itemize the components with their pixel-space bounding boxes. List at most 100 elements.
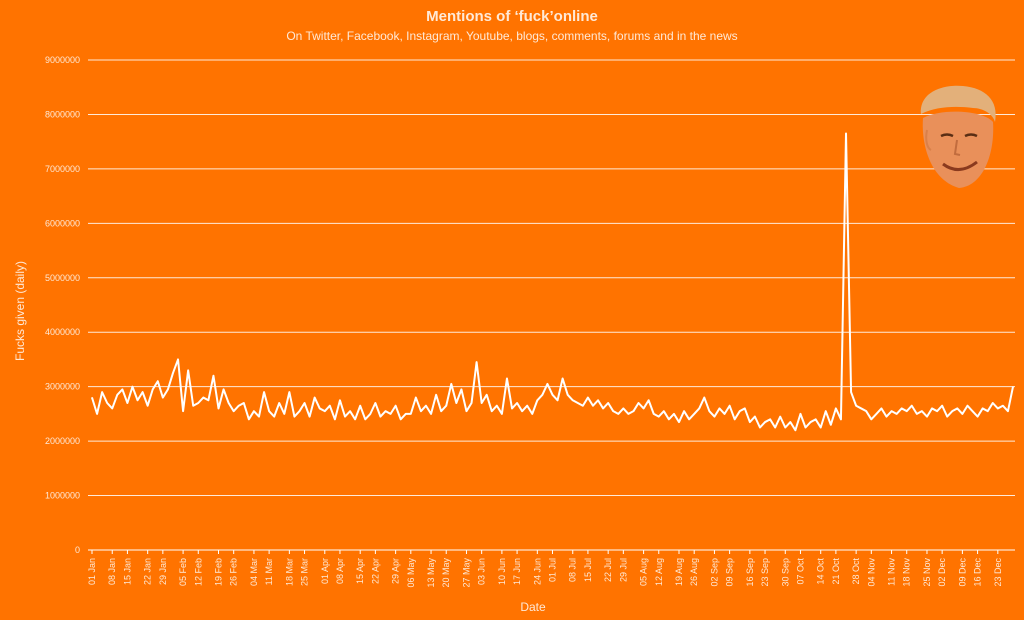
x-tick-label: 29 Jul xyxy=(618,558,628,582)
data-point xyxy=(592,405,594,407)
x-tick-label: 18 Nov xyxy=(902,558,912,587)
data-point xyxy=(207,399,209,401)
data-point xyxy=(96,413,98,415)
x-tick-label: 09 Dec xyxy=(957,558,967,587)
data-point xyxy=(212,375,215,377)
x-tick-labels: 01 Jan 08 Jan 15 Jan 22 Jan 29 Jan 05 Feb 12 F… xyxy=(87,550,1003,588)
data-point xyxy=(486,394,488,396)
data-point xyxy=(309,416,311,418)
data-point xyxy=(288,391,290,393)
data-point xyxy=(319,407,321,410)
data-point xyxy=(511,407,513,410)
data-point xyxy=(157,380,159,382)
data-point xyxy=(147,405,149,407)
data-point xyxy=(440,410,442,412)
y-tick-label: 4000000 xyxy=(45,327,80,337)
data-point xyxy=(298,410,301,412)
data-point xyxy=(870,418,872,420)
data-point xyxy=(1007,410,1009,412)
x-tick-label: 01 Jan xyxy=(87,558,97,585)
data-point xyxy=(759,426,761,429)
data-point xyxy=(673,413,675,415)
data-point xyxy=(258,416,260,418)
data-point xyxy=(617,413,619,415)
data-point xyxy=(293,416,296,418)
data-point xyxy=(997,407,999,410)
x-tick-label: 04 Nov xyxy=(866,558,876,587)
data-point xyxy=(703,396,705,399)
data-point xyxy=(536,399,538,401)
data-point xyxy=(754,416,756,418)
x-tick-label: 27 May xyxy=(461,558,471,588)
data-point xyxy=(400,418,402,420)
data-point xyxy=(546,383,549,385)
x-tick-label: 04 Mar xyxy=(249,558,259,586)
data-point xyxy=(860,407,862,410)
data-point xyxy=(465,410,468,412)
data-point xyxy=(637,402,640,404)
y-tick-labels: 0 1000000 2000000 3000000 4000000 5000000 6000… xyxy=(45,55,80,555)
data-point xyxy=(931,407,933,410)
x-tick-label: 07 Oct xyxy=(795,558,805,585)
data-point xyxy=(936,410,938,412)
data-point xyxy=(101,391,103,393)
data-point xyxy=(152,388,154,390)
data-point xyxy=(415,396,417,399)
y-tick-label: 8000000 xyxy=(45,109,80,119)
data-point xyxy=(268,410,270,412)
data-point xyxy=(460,388,463,390)
data-point xyxy=(815,418,817,420)
data-point xyxy=(582,405,584,407)
data-point xyxy=(926,416,928,418)
data-point xyxy=(906,410,908,412)
data-point xyxy=(713,416,716,418)
data-point xyxy=(789,421,791,423)
x-tick-label: 15 Apr xyxy=(355,558,365,584)
data-point xyxy=(971,410,974,412)
x-tick-label: 11 Mar xyxy=(264,558,274,585)
data-point xyxy=(804,426,807,429)
data-point xyxy=(116,394,118,396)
data-point xyxy=(455,402,457,404)
data-point xyxy=(627,413,630,415)
data-point xyxy=(359,405,361,407)
x-tick-label: 26 Aug xyxy=(689,558,699,586)
data-point xyxy=(890,410,893,412)
data-point xyxy=(314,396,316,399)
data-point xyxy=(809,421,812,423)
data-point xyxy=(774,426,776,429)
data-point xyxy=(708,410,710,412)
x-tick-label: 22 Apr xyxy=(370,558,380,584)
y-tick-label: 1000000 xyxy=(45,491,80,501)
data-point xyxy=(976,416,979,418)
x-tick-label: 16 Dec xyxy=(973,558,983,587)
data-point xyxy=(541,394,543,396)
data-point xyxy=(723,413,726,415)
data-point xyxy=(744,407,746,410)
x-tick-label: 01 Jul xyxy=(548,558,558,582)
data-point xyxy=(799,413,802,415)
x-tick-label: 09 Sep xyxy=(725,558,735,587)
x-tick-label: 30 Sep xyxy=(780,558,790,587)
gridlines xyxy=(88,59,1015,551)
data-point xyxy=(531,413,533,415)
data-point xyxy=(946,416,948,418)
data-point xyxy=(506,377,508,380)
data-point xyxy=(835,407,837,410)
x-tick-label: 06 May xyxy=(406,558,416,588)
data-point xyxy=(344,416,346,418)
data-point xyxy=(865,410,867,412)
data-point xyxy=(987,410,989,412)
data-point xyxy=(880,407,883,410)
data-point xyxy=(481,402,483,404)
data-point xyxy=(217,407,220,410)
data-point xyxy=(384,410,387,412)
x-tick-label: 05 Aug xyxy=(639,558,649,586)
data-point xyxy=(885,416,888,418)
data-point xyxy=(577,402,579,404)
x-axis-label: Date xyxy=(520,600,546,614)
data-point xyxy=(734,418,736,420)
x-tick-label: 25 Nov xyxy=(922,558,932,587)
data-point xyxy=(111,407,113,410)
y-tick-label: 0 xyxy=(75,545,80,555)
